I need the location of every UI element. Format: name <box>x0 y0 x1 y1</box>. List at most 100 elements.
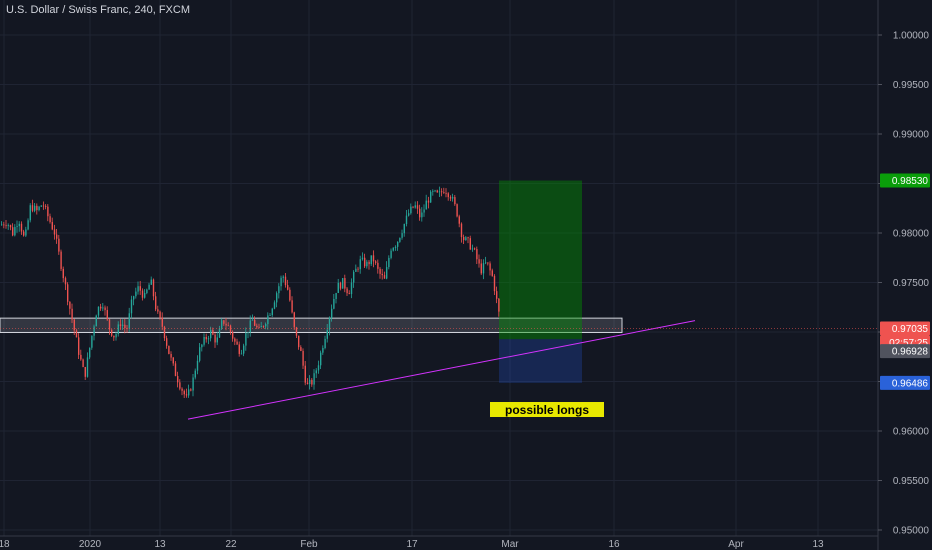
candle-body <box>104 307 106 311</box>
candle-body <box>234 338 236 342</box>
candle-body <box>298 335 300 348</box>
candle-body <box>350 282 353 295</box>
candle-body <box>216 337 218 343</box>
candle-body <box>476 249 478 260</box>
candle-body <box>247 332 249 334</box>
candle-body <box>73 319 75 331</box>
candle-body <box>144 292 146 298</box>
candle-body <box>245 333 247 346</box>
candle-body <box>159 311 161 318</box>
candle-body <box>353 271 355 283</box>
candle-body <box>194 370 196 378</box>
candle-body <box>441 191 443 193</box>
candle-body <box>141 290 144 298</box>
candle-body <box>56 234 58 239</box>
candle-body <box>210 329 212 339</box>
candle-body <box>337 282 339 293</box>
candle-body <box>36 205 38 211</box>
time-tick-label: Apr <box>728 539 744 550</box>
candle-body <box>454 197 456 205</box>
candle-body <box>460 223 463 238</box>
candle-body <box>346 288 348 294</box>
candle-body <box>375 261 377 263</box>
candle-body <box>432 190 434 192</box>
annotation-label: possible longs <box>505 403 589 417</box>
candle-body <box>381 273 383 276</box>
time-tick-label: 18 <box>0 539 10 550</box>
support-trendline[interactable] <box>187 320 696 420</box>
candle-body <box>410 206 412 214</box>
candle-body <box>438 191 441 193</box>
candle-body <box>478 259 480 264</box>
candle-body <box>282 276 284 278</box>
candle-body <box>62 268 64 279</box>
candle-body <box>16 226 18 228</box>
candle-body <box>372 255 375 262</box>
candle-body <box>69 301 71 309</box>
candle-body <box>388 257 390 268</box>
candle-body <box>51 222 53 230</box>
candle-body <box>60 251 62 269</box>
candle-body <box>421 212 423 218</box>
candle-body <box>449 197 452 199</box>
candle-body <box>91 335 93 348</box>
candle-body <box>311 379 313 385</box>
target-price-badge: 0.98530 <box>892 176 929 187</box>
candle-body <box>232 331 234 339</box>
candle-body <box>183 390 185 395</box>
candle-body <box>236 341 238 345</box>
candle-body <box>89 347 91 358</box>
candle-body <box>122 324 124 326</box>
candle-body <box>93 326 95 336</box>
candle-body <box>1 224 3 226</box>
candle-body <box>485 262 487 264</box>
candle-body <box>267 315 269 325</box>
long-target-zone[interactable] <box>499 180 582 340</box>
candle-body <box>430 191 432 203</box>
candle-body <box>113 335 115 338</box>
candle-body <box>287 285 289 290</box>
candle-body <box>331 308 333 318</box>
candle-body <box>170 353 172 358</box>
candle-body <box>163 326 166 339</box>
candle-body <box>306 382 309 385</box>
candle-body <box>498 298 500 312</box>
candle-body <box>328 317 331 330</box>
candle-body <box>20 223 23 232</box>
candle-body <box>383 275 386 279</box>
support-zone[interactable] <box>0 317 623 333</box>
candle-body <box>487 262 489 264</box>
candle-body <box>243 345 245 354</box>
candle-body <box>161 317 163 327</box>
candle-body <box>84 367 86 377</box>
candle-body <box>427 200 430 203</box>
candle-body <box>405 215 408 224</box>
candle-body <box>408 213 410 216</box>
candle-body <box>166 338 168 346</box>
long-stop-zone[interactable] <box>499 339 582 383</box>
candle-body <box>379 268 381 274</box>
candle-body <box>218 328 221 338</box>
candle-body <box>157 309 159 312</box>
candle-body <box>181 388 183 391</box>
candle-body <box>361 257 364 260</box>
stop-price-badge: 0.96486 <box>892 378 929 389</box>
candle-body <box>491 270 493 276</box>
target-price-badge-bg <box>880 173 930 188</box>
candle-body <box>474 248 476 250</box>
candle-body <box>137 286 139 292</box>
candle-body <box>27 220 29 230</box>
candle-body <box>445 192 447 194</box>
candle-body <box>289 289 291 301</box>
candle-body <box>359 259 361 270</box>
candle-body <box>357 268 359 270</box>
chart-title: U.S. Dollar / Swiss Franc, 240, FXCM <box>6 4 190 16</box>
candle-body <box>9 225 12 228</box>
candle-body <box>80 354 82 360</box>
candle-body <box>284 276 287 286</box>
candle-body <box>14 227 16 236</box>
candle-body <box>203 336 205 345</box>
price-tick-label: 0.98000 <box>893 229 930 240</box>
candle-body <box>322 348 324 353</box>
